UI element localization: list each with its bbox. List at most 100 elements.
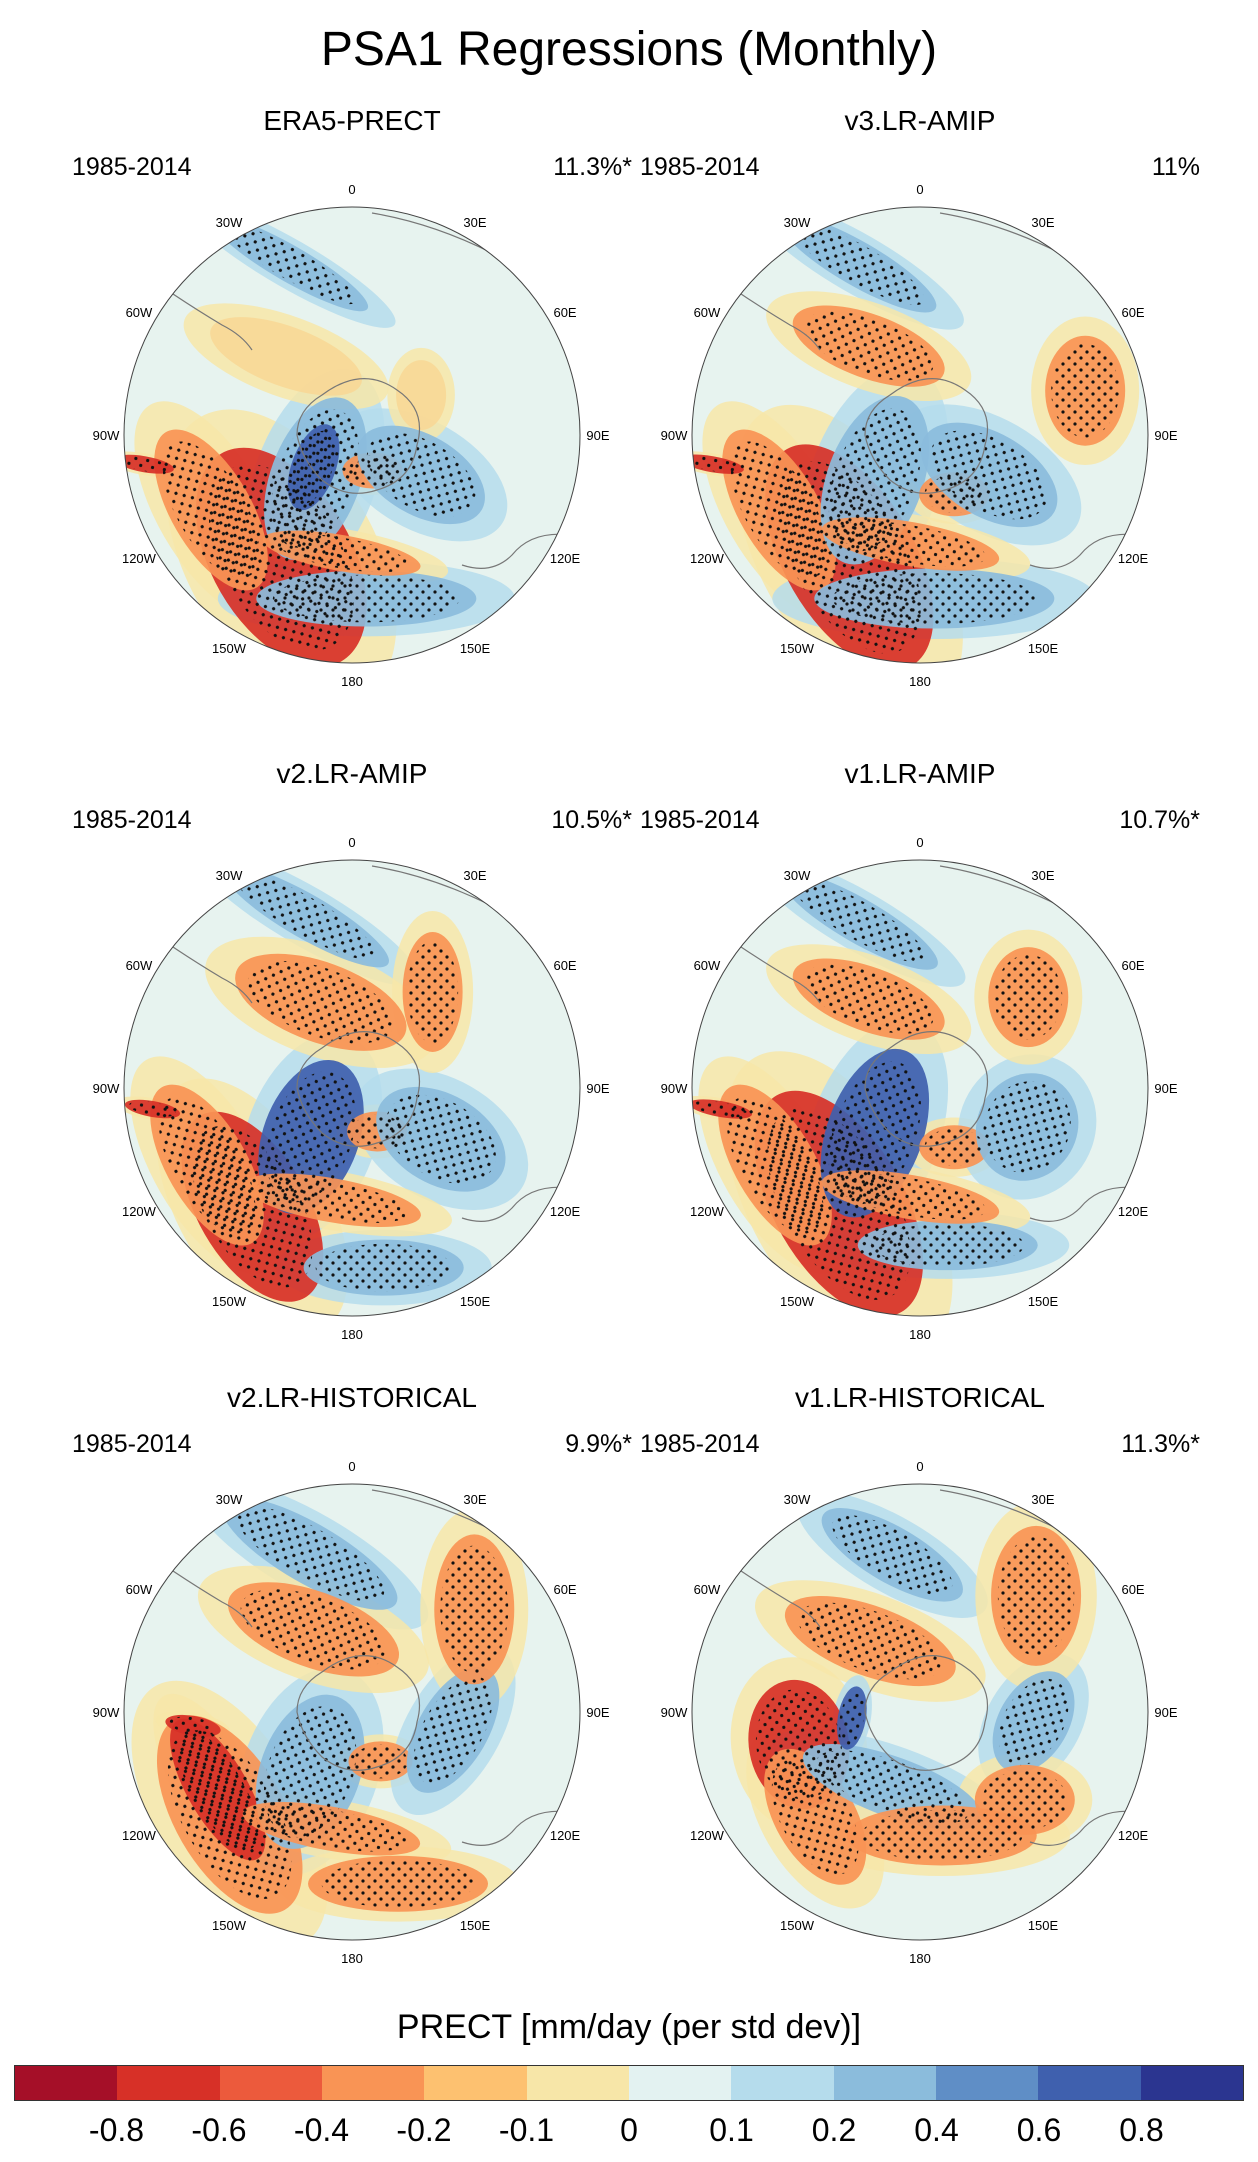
polar-map: 0 30E 60E 90E 120E 150E 180 150W 120W 90W 60W 30W [93, 1459, 610, 1966]
longitude-label: 120E [1118, 1204, 1149, 1219]
map-panel-v1-amip: v1.LR-AMIP 1985-2014 10.7%* 0 30E 60E 90E 12… [640, 758, 1200, 1358]
significance-stippling [263, 1706, 357, 1838]
longitude-label: 150W [212, 1294, 247, 1309]
map-panel-v2-amip: v2.LR-AMIP 1985-2014 10.5%* 0 30E 60E 90E 12… [72, 758, 632, 1358]
map-panel-v2-historical: v2.LR-HISTORICAL 1985-2014 9.9%* 0 30E 60E… [72, 1382, 632, 1982]
significance-stippling [790, 222, 925, 306]
longitude-label: 30W [216, 1492, 243, 1507]
longitude-label: 0 [916, 835, 923, 850]
significance-stippling [693, 1100, 748, 1118]
colorbar-swatch-11 [1140, 2066, 1243, 2100]
longitude-label: 120W [122, 1204, 157, 1219]
panel-title: v1.LR-AMIP [844, 758, 996, 789]
significance-stippling [440, 1545, 509, 1674]
colorbar-swatch-10 [1038, 2066, 1141, 2100]
significance-stippling [730, 441, 828, 579]
longitude-label: 30W [216, 868, 243, 883]
longitude-label: 150W [212, 641, 247, 656]
longitude-label: 150E [460, 1294, 491, 1309]
longitude-label: 150E [1028, 1918, 1059, 1933]
polar-map: 0 30E 60E 90E 120E 150E 180 150W 120W 90W 60W 30W [93, 835, 610, 1342]
colorbar-swatch-9 [935, 2066, 1039, 2100]
significance-stippling [792, 879, 927, 963]
significance-stippling [771, 1759, 859, 1875]
colorbar-swatch-1 [117, 2066, 220, 2100]
map-boundary [691, 206, 1149, 664]
africa-coastline [371, 212, 493, 254]
longitude-label: 30E [1031, 1492, 1054, 1507]
antarctica-coastline [864, 378, 989, 494]
colorbar-swatch-7 [731, 2066, 834, 2100]
longitude-label: 60W [694, 305, 721, 320]
australia-coastline [1029, 533, 1141, 569]
longitude-label: 90E [1154, 1081, 1177, 1096]
colorbar-swatch-4 [424, 2066, 527, 2100]
significance-stippling [832, 1515, 953, 1595]
significance-stippling [158, 1096, 256, 1234]
colorbar-tick-label: -0.4 [293, 2112, 350, 2148]
period-label: 1985-2014 [640, 1430, 760, 1458]
longitude-label: 90W [661, 1081, 688, 1096]
longitude-label: 90E [586, 428, 609, 443]
map-boundary [123, 1483, 581, 1941]
longitude-label: 120E [1118, 551, 1149, 566]
significance-stippling [124, 456, 170, 473]
longitude-label: 120W [690, 551, 725, 566]
colorbar-swatch-5 [526, 2066, 629, 2100]
longitude-label: 90E [586, 1081, 609, 1096]
colorbar-tick-label: 0.8 [1119, 2112, 1164, 2148]
polar-map: 0 30E 60E 90E 120E 150E 180 150W 120W 90W 60W 30W [661, 182, 1178, 689]
longitude-label: 90E [1154, 428, 1177, 443]
longitude-label: 180 [909, 1951, 931, 1966]
colorbar-swatch-3 [321, 2066, 425, 2100]
polar-map: 0 30E 60E 90E 120E 150E 180 150W 120W 90W 60W 30W [661, 1459, 1178, 1966]
longitude-label: 60E [1121, 958, 1144, 973]
longitude-label: 120E [550, 551, 581, 566]
map-boundary [123, 206, 581, 664]
colorbar-swatch-0 [15, 2066, 118, 2100]
map-panel-v3-amip: v3.LR-AMIP 1985-2014 11% 0 30E 60E 90E 120E 1… [640, 105, 1200, 705]
antarctica-coastline [296, 378, 421, 494]
longitude-label: 30W [784, 868, 811, 883]
longitude-label: 180 [341, 1951, 363, 1966]
significance-stippling [291, 430, 336, 504]
longitude-label: 0 [348, 835, 355, 850]
significance-stippling [128, 1101, 176, 1117]
longitude-label: 120W [122, 551, 157, 566]
australia-coastline [461, 1186, 573, 1222]
panel-title: v1.LR-HISTORICAL [795, 1382, 1045, 1413]
significance-stippling [816, 1750, 970, 1824]
longitude-label: 60E [553, 958, 576, 973]
longitude-label: 30E [1031, 215, 1054, 230]
longitude-label: 0 [916, 1459, 923, 1474]
significance-stippling [222, 223, 357, 305]
antarctica-coastline [864, 1031, 989, 1147]
longitude-label: 180 [909, 1327, 931, 1342]
longitude-label: 120E [1118, 1828, 1149, 1843]
longitude-label: 150W [780, 641, 815, 656]
longitude-label: 90W [93, 1705, 120, 1720]
longitude-label: 150W [212, 1918, 247, 1933]
longitude-label: 150E [1028, 641, 1059, 656]
significance-stippling [983, 1081, 1071, 1173]
significance-stippling [353, 1744, 408, 1779]
panel-title: v3.LR-AMIP [844, 105, 996, 136]
figure-title: PSA1 Regressions (Monthly) [320, 23, 938, 76]
longitude-label: 120W [690, 1828, 725, 1843]
anomaly-region [396, 360, 447, 431]
longitude-label: 30E [463, 215, 486, 230]
map-panel-v1-historical: v1.LR-HISTORICAL 1985-2014 11.3%* 0 30E 60… [640, 1382, 1200, 1982]
longitude-label: 30W [784, 215, 811, 230]
significance-stippling [828, 408, 921, 552]
longitude-label: 60E [1121, 1582, 1144, 1597]
longitude-label: 180 [909, 674, 931, 689]
map-background [692, 1484, 1148, 1940]
africa-coastline [371, 1489, 493, 1531]
africa-coastline [939, 212, 1061, 254]
map-boundary [691, 859, 1149, 1317]
panel-title: v2.LR-AMIP [276, 758, 428, 789]
significance-stippling [835, 1174, 986, 1220]
antarctica-coastline [296, 1031, 421, 1147]
variance-percent: 10.7%* [1119, 806, 1200, 834]
colorbar-title: PRECT [mm/day (per std dev)] [396, 2008, 862, 2046]
